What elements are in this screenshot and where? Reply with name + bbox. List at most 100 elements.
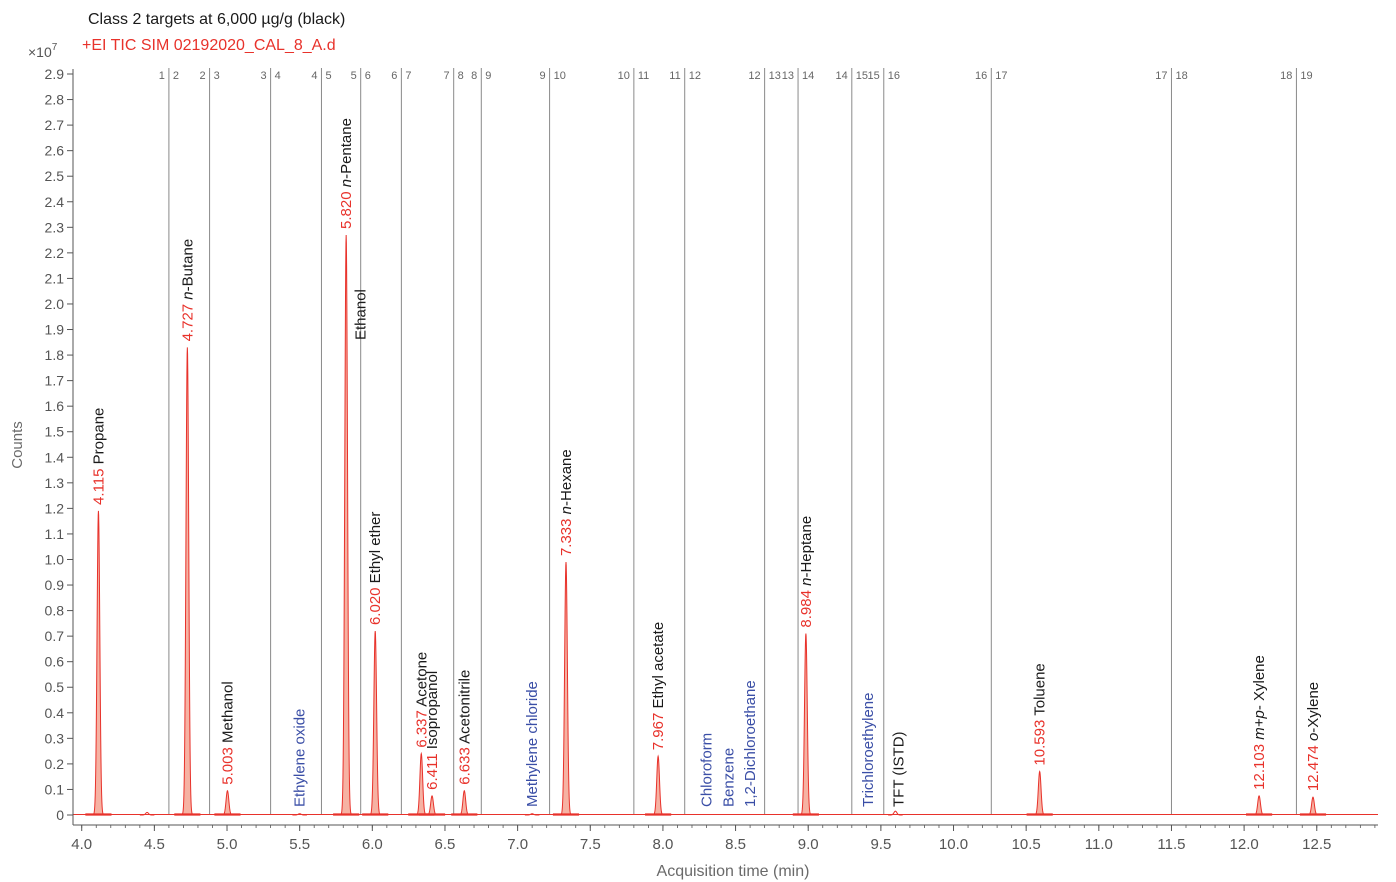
y-tick-label: 1.6 [45,398,65,414]
peak-label: 5.820 n-Pentane [338,118,355,229]
y-multiplier-base: ×10 [28,44,52,60]
peak-rt-label: 6.411 [424,753,441,789]
compound-label: Chloroform [699,733,716,807]
y-tick-label: 2.3 [45,219,65,235]
segment-number: 7 [405,70,411,82]
compound-label: TFT (ISTD) [890,731,907,807]
compound-name: Ethyl ether [367,512,384,584]
peak-fill [1306,797,1320,815]
peak-label: 6.411 Isopropanol [424,671,441,790]
compound-name: Methanol [219,681,236,743]
peak-rt-label: 12.474 [1305,745,1322,791]
segment-number: 19 [1300,70,1312,82]
peak-label: 7.967 Ethyl acetate [650,622,667,750]
compound-prefix: n [558,506,575,514]
segment-number: 5 [325,70,331,82]
header-line1: Class 2 targets at 6,000 µg/g (black) [88,11,345,28]
peak-fill [425,795,439,815]
y-tick-label: 2.0 [45,296,65,312]
peak-rt-label: 4.115 [90,468,107,504]
x-axis-label: Acquisition time (min) [657,863,810,880]
peak-label: 10.593 Toluene [1032,663,1049,765]
y-tick-label: 1.7 [45,373,65,389]
compound-name: -Butane [179,239,196,292]
segment-number: 17 [995,70,1007,82]
peak-fill [339,234,354,816]
segment-number: 6 [391,70,397,82]
peak-label: 4.115 Propane [90,408,107,505]
x-tick-label: 6.5 [435,836,456,853]
y-tick-label: 0.6 [45,654,65,670]
compound-label: Methylene chloride [524,681,541,807]
segment-number: 6 [365,70,371,82]
peak-fill [1032,771,1047,815]
peak-rt-label: 6.633 [456,747,473,785]
peak-label: 6.633 Acetonitrile [456,670,473,785]
peak-rt-label: 6.337 [413,710,430,748]
y-multiplier-exp: 7 [52,42,58,53]
segment-number: 18 [1280,70,1292,82]
peak-rt-label: 5.003 [219,747,236,785]
segment-number: 11 [669,70,680,82]
segment-number: 9 [485,70,491,82]
x-tick-label: 6.0 [362,836,383,853]
peak-fill [368,631,383,815]
segment-number: 12 [689,70,701,82]
segment-number: 16 [888,70,900,82]
minor-peak [139,811,155,816]
compound-name: Toluene [1032,663,1049,716]
segment-number: 8 [458,70,464,82]
compound-name: Isopropanol [424,671,441,749]
peak-fill [559,562,573,815]
peak-fill [457,790,472,815]
peak-rt-label: 8.984 [798,590,815,628]
y-axis-label: Counts [9,421,26,469]
segment-number: 15 [856,70,868,82]
peak-label: 12.474 o-Xylene [1305,682,1322,791]
x-tick-label: 11.5 [1157,836,1185,853]
peak-label: 6.337 Acetone [413,652,430,748]
y-tick-label: 1.4 [45,449,65,465]
minor-peak [524,813,540,816]
x-tick-label: 11.0 [1085,836,1113,853]
segment-number: 10 [554,70,566,82]
peak-label: 8.984 n-Heptane [798,516,815,628]
x-tick-label: 8.0 [652,836,673,853]
compound-name: - Xylene [1251,655,1268,710]
x-tick-label: 10.0 [939,836,968,853]
y-tick-label: 0.5 [45,679,65,695]
segment-number: 7 [444,70,450,82]
compound-label: Ethanol [353,289,370,340]
segment-number: 5 [351,70,357,82]
peak-label: 5.003 Methanol [219,681,236,784]
peak-rt-label: 4.727 [179,304,196,342]
segment-number: 10 [618,70,630,82]
compound-label: Ethylene oxide [292,709,309,807]
segment-number: 13 [769,70,781,82]
segment-lines: 1 2 2 3 3 4 4 5 5 6 6 7 7 8 8 9 9 10 10 11 11 12 12 13 13 14 14 15 1… [159,68,1313,815]
peak-rt-label: 12.103 [1251,744,1268,790]
header-line2: +EI TIC SIM 02192020_CAL_8_A.d [82,37,336,54]
peak-label: 6.020 Ethyl ether [367,512,384,625]
peak-fill [220,790,235,815]
compound-name: -Hexane [558,449,575,506]
segment-number: 4 [311,70,317,82]
y-tick-label: 2.7 [45,117,65,133]
compound-name: -Pentane [338,118,355,179]
y-tick-label: 0.3 [45,730,65,746]
segment-number: 14 [836,70,848,82]
peak-rt-label: 7.333 [558,518,575,556]
peak-fill [651,756,666,815]
peak-outline [339,234,354,816]
segment-number: 11 [638,70,649,82]
x-tick-label: 12.0 [1230,836,1259,853]
y-tick-label: 1.2 [45,500,65,516]
y-tick-label: 2.5 [45,168,65,184]
x-tick-label: 8.5 [725,836,746,853]
segment-number: 13 [782,70,794,82]
peak-label: 12.103 m+p- Xylene [1251,655,1268,790]
compound-name: -Heptane [798,516,815,578]
y-tick-label: 1.8 [45,347,65,363]
compound-name: Propane [90,408,107,465]
